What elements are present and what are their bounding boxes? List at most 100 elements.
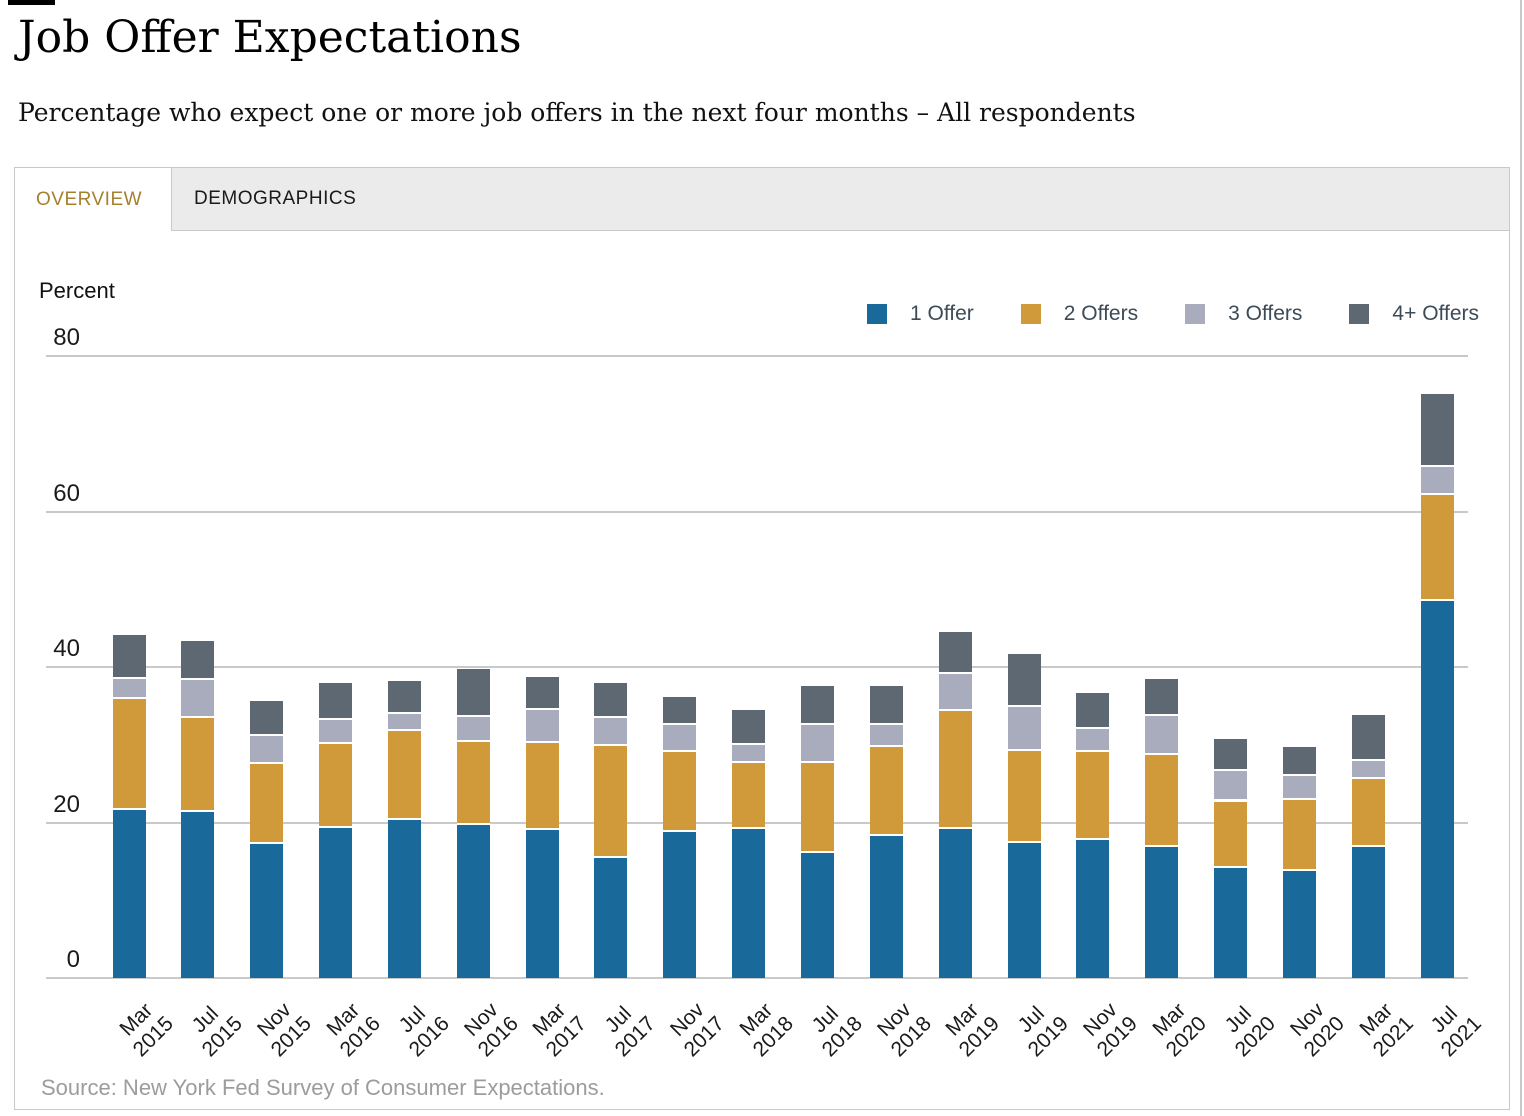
bar-segment-4-offers-jul-2018 [801,685,834,725]
bar-segment-2-offers-mar-2018 [732,763,766,829]
bar-segment-1-offer-mar-2017 [525,830,559,978]
legend-item-3-offers[interactable]: 3 Offers [1185,302,1302,326]
x-tick-label-nov-2016: Nov 2016 [459,998,523,1061]
legend-item-1-offer[interactable]: 1 Offer [866,302,974,326]
bar-segment-4-offers-mar-2019 [938,632,972,674]
bar-segment-3-offers-mar-2018 [732,744,766,764]
bar-segment-2-offers-mar-2020 [1145,754,1179,848]
y-gridline-40 [46,666,1468,668]
bar-segment-4-offers-mar-2016 [319,682,353,720]
y-tick-label-0: 0 [66,946,80,973]
bar-segment-2-offers-nov-2019 [1076,751,1110,841]
bar-segment-4-offers-nov-2019 [1076,693,1110,730]
bar-segment-1-offer-nov-2018 [869,836,903,978]
source-note: Source: New York Fed Survey of Consumer … [41,1075,605,1100]
bar-segment-4-offers-mar-2018 [732,709,766,745]
bar-segment-2-offers-jul-2021 [1420,495,1454,601]
bar-segment-1-offer-mar-2016 [319,827,353,978]
y-gridline-80 [46,355,1468,357]
y-gridline-60 [46,510,1468,513]
bar-segment-3-offers-nov-2017 [663,725,697,752]
bar-segment-2-offers-jul-2019 [1007,750,1041,844]
bar-segment-1-offer-nov-2020 [1282,871,1316,978]
x-tick-label-mar-2019: Mar 2019 [941,998,1005,1061]
x-tick-label-jul-2015: Jul 2015 [187,1002,247,1061]
x-tick-label-nov-2019: Nov 2019 [1079,998,1142,1061]
bar-segment-2-offers-mar-2017 [525,743,559,831]
y-gridline-0 [46,977,1468,979]
x-tick-label-nov-2018: Nov 2018 [872,998,936,1061]
bar-segment-3-offers-mar-2017 [525,709,559,744]
bar-segment-1-offer-jul-2017 [594,858,628,978]
bar-segment-4-offers-jul-2017 [594,682,628,719]
bar-segment-3-offers-nov-2015 [250,736,284,765]
bar-segment-1-offer-nov-2017 [663,831,697,978]
x-tick-label-mar-2020: Mar 2020 [1148,998,1211,1061]
tab-bar: OVERVIEW DEMOGRAPHICS [15,168,1509,231]
bar-segment-2-offers-nov-2018 [869,747,903,837]
bar-segment-4-offers-nov-2018 [869,685,903,725]
chart-legend: 1 Offer 2 Offers 3 Offers 4+ Offers [866,302,1479,326]
y-tick-label-80: 80 [53,324,80,351]
bar-segment-3-offers-nov-2019 [1076,729,1110,752]
bar-segment-4-offers-jul-2021 [1420,394,1454,468]
bar-segment-2-offers-jul-2016 [387,730,421,821]
x-tick-label-jul-2017: Jul 2017 [600,1002,660,1061]
bar-segment-1-offer-jul-2019 [1007,843,1041,978]
top-accent-bar [8,0,55,5]
bar-segment-3-offers-jul-2016 [387,714,421,731]
bar-segment-2-offers-nov-2020 [1282,799,1316,872]
bar-segment-3-offers-jul-2020 [1214,771,1248,802]
x-tick-label-nov-2017: Nov 2017 [666,998,729,1061]
tab-overview[interactable]: OVERVIEW [15,168,172,231]
x-tick-label-mar-2016: Mar 2016 [322,998,385,1061]
legend-swatch-4-offers [1349,304,1370,324]
bar-segment-1-offer-nov-2016 [456,824,490,978]
bar-segment-4-offers-mar-2017 [525,677,559,710]
bar-segment-1-offer-jul-2018 [801,852,834,978]
bar-segment-3-offers-jul-2018 [801,724,834,764]
bar-segment-2-offers-mar-2016 [319,743,353,828]
bar-segment-3-offers-jul-2021 [1420,467,1454,496]
bar-segment-1-offer-jul-2016 [387,820,421,978]
legend-swatch-3-offers [1185,304,1206,324]
bar-segment-1-offer-mar-2019 [938,828,972,978]
bar-segment-3-offers-mar-2016 [319,719,353,744]
bar-segment-4-offers-jul-2019 [1007,653,1041,707]
bar-segment-2-offers-jul-2017 [594,746,628,859]
x-tick-label-nov-2015: Nov 2015 [252,998,316,1061]
y-tick-label-40: 40 [53,635,80,662]
x-tick-label-mar-2018: Mar 2018 [735,998,798,1061]
bar-segment-4-offers-mar-2021 [1351,715,1385,762]
x-tick-label-mar-2015: Mar 2015 [115,998,178,1061]
bar-segment-2-offers-jul-2018 [801,763,834,853]
bar-segment-3-offers-mar-2015 [112,679,146,699]
legend-label-3-offers: 3 Offers [1228,302,1303,325]
bar-segment-2-offers-nov-2017 [663,751,697,832]
legend-item-2-offers[interactable]: 2 Offers [1020,302,1138,326]
bar-segment-1-offer-nov-2015 [250,844,284,978]
bar-segment-3-offers-nov-2016 [456,716,490,743]
bar-segment-3-offers-mar-2020 [1145,715,1179,755]
bar-segment-3-offers-jul-2019 [1007,706,1041,751]
bar-segment-1-offer-mar-2015 [112,810,146,978]
bar-segment-1-offer-jul-2021 [1420,600,1454,978]
bar-segment-1-offer-jul-2020 [1214,867,1248,978]
x-tick-label-jul-2021: Jul 2021 [1427,1002,1487,1061]
bar-segment-4-offers-mar-2020 [1145,679,1179,716]
x-tick-label-jul-2018: Jul 2018 [807,1002,867,1061]
bar-segment-4-offers-nov-2015 [250,701,284,737]
bar-segment-4-offers-nov-2017 [663,696,697,726]
page-subtitle: Percentage who expect one or more job of… [18,98,1136,127]
legend-swatch-2-offers [1020,304,1041,324]
x-tick-label-jul-2016: Jul 2016 [394,1002,454,1061]
tab-demographics[interactable]: DEMOGRAPHICS [172,168,1509,231]
legend-item-4-offers[interactable]: 4+ Offers [1349,302,1479,326]
bar-segment-3-offers-mar-2021 [1351,761,1385,779]
bar-segment-3-offers-nov-2020 [1282,775,1316,800]
legend-label-4-offers: 4+ Offers [1392,302,1479,325]
bar-segment-3-offers-mar-2019 [938,673,972,711]
y-axis-title: Percent [39,278,115,303]
bar-segment-2-offers-nov-2015 [250,764,284,845]
bar-segment-1-offer-mar-2021 [1351,847,1385,978]
